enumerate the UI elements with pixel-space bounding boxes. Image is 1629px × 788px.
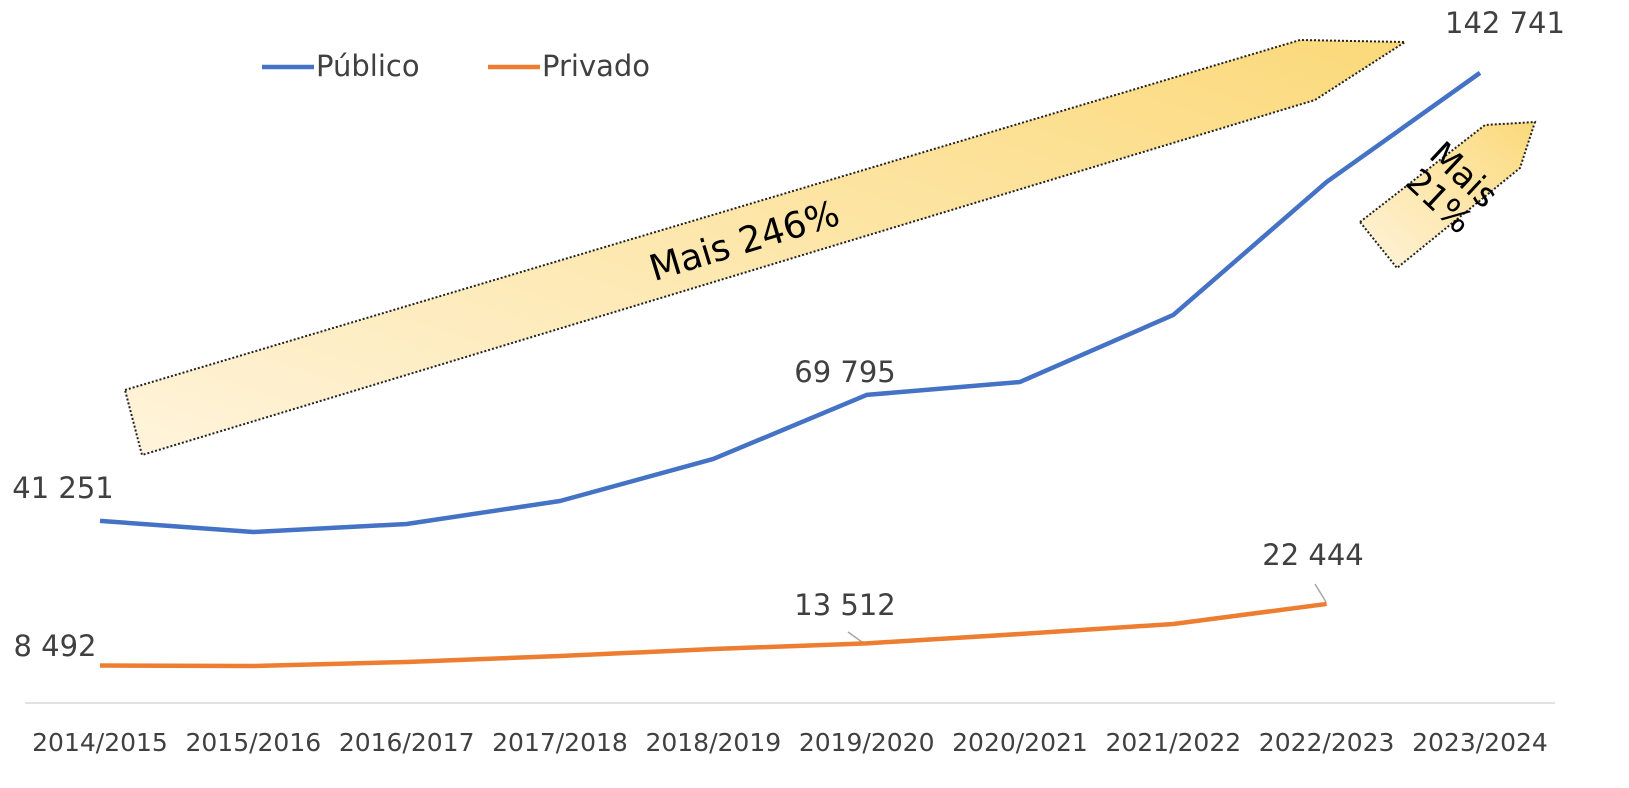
- series-line: [99, 601, 1327, 669]
- data-label: 22 444: [1262, 538, 1363, 572]
- arrow: [123, 38, 1409, 457]
- data-label: 41 251: [12, 471, 113, 505]
- leader-line: [1314, 583, 1327, 603]
- x-tick-label: 2017/2018: [492, 728, 628, 757]
- x-tick-label: 2018/2019: [645, 728, 781, 757]
- x-tick-label: 2020/2021: [952, 728, 1088, 757]
- x-tick-label: 2022/2023: [1259, 728, 1395, 757]
- x-tick-label: 2023/2024: [1412, 728, 1548, 757]
- x-tick-label: 2014/2015: [32, 728, 168, 757]
- x-tick-label: 2016/2017: [339, 728, 475, 757]
- arrow: [1358, 120, 1537, 270]
- x-tick-label: 2015/2016: [185, 728, 321, 757]
- series-line: [99, 71, 1482, 535]
- x-tick-label: 2021/2022: [1105, 728, 1241, 757]
- x-tick-label: 2019/2020: [799, 728, 935, 757]
- legend-label: Privado: [542, 49, 650, 83]
- data-label: 69 795: [794, 355, 895, 389]
- data-label: 8 492: [13, 629, 96, 663]
- data-label: 142 741: [1445, 6, 1565, 40]
- legend-label: Público: [316, 49, 420, 83]
- data-label: 13 512: [794, 588, 895, 622]
- leader-line: [847, 631, 863, 643]
